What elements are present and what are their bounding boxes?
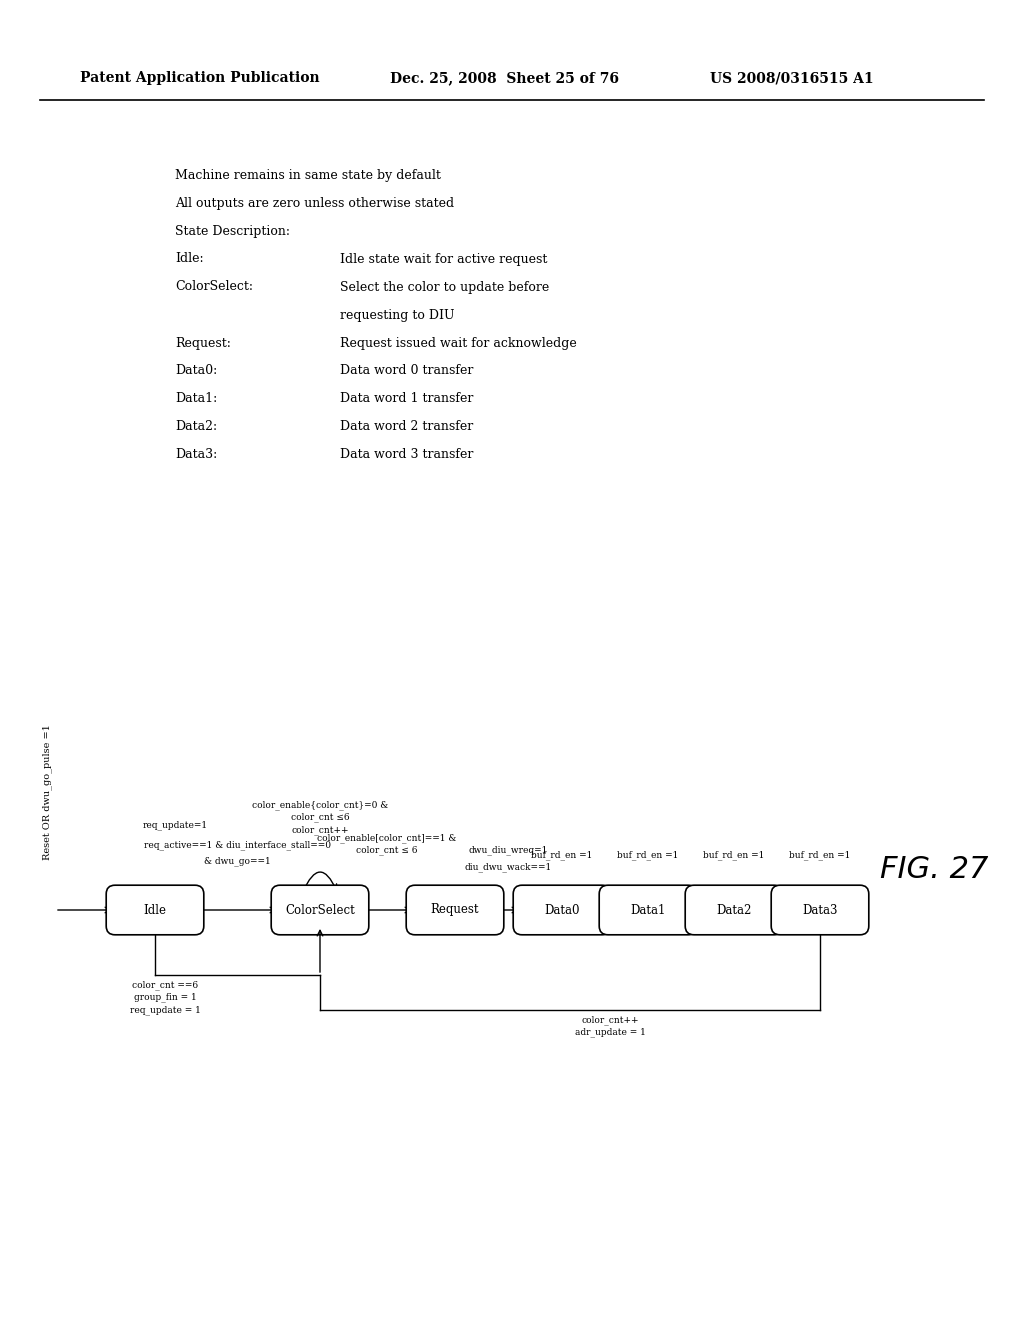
Text: color_enable[color_cnt]==1 &
color_cnt ≤ 6: color_enable[color_cnt]==1 & color_cnt ≤…: [317, 833, 457, 855]
FancyArrowPatch shape: [57, 907, 111, 912]
Text: & dwu_go==1: & dwu_go==1: [204, 857, 270, 866]
Text: Data3: Data3: [802, 903, 838, 916]
Text: req_update=1: req_update=1: [142, 820, 208, 830]
Text: dwu_diu_wreq=1: dwu_diu_wreq=1: [468, 845, 548, 855]
FancyArrowPatch shape: [303, 873, 337, 891]
Text: Idle:: Idle:: [175, 252, 204, 265]
Text: color_cnt++
adr_update = 1: color_cnt++ adr_update = 1: [574, 1015, 645, 1038]
Text: buf_rd_en =1: buf_rd_en =1: [617, 850, 679, 861]
Text: color_enable{color_cnt}=0 &
color_cnt ≤6
color_cnt++: color_enable{color_cnt}=0 & color_cnt ≤6…: [252, 800, 388, 834]
Text: ColorSelect:: ColorSelect:: [175, 281, 253, 293]
Text: color_cnt ==6
group_fin = 1
req_update = 1: color_cnt ==6 group_fin = 1 req_update =…: [130, 979, 201, 1015]
FancyArrowPatch shape: [362, 907, 411, 912]
FancyBboxPatch shape: [599, 886, 696, 935]
FancyArrowPatch shape: [498, 907, 518, 912]
Text: Data word 3 transfer: Data word 3 transfer: [340, 449, 473, 462]
Text: Data word 2 transfer: Data word 2 transfer: [340, 421, 473, 433]
FancyBboxPatch shape: [271, 886, 369, 935]
FancyArrowPatch shape: [598, 907, 605, 912]
Text: req_active==1 & diu_interface_stall==0: req_active==1 & diu_interface_stall==0: [143, 841, 331, 850]
Text: Data0: Data0: [544, 903, 580, 916]
Text: Data3:: Data3:: [175, 449, 217, 462]
Text: Idle state wait for active request: Idle state wait for active request: [340, 252, 548, 265]
Text: All outputs are zero unless otherwise stated: All outputs are zero unless otherwise st…: [175, 197, 454, 210]
Text: Select the color to update before: Select the color to update before: [340, 281, 549, 293]
FancyArrowPatch shape: [198, 907, 275, 912]
Text: Data2:: Data2:: [175, 421, 217, 433]
Text: Data1:: Data1:: [175, 392, 217, 405]
FancyArrowPatch shape: [684, 907, 691, 912]
Text: Data2: Data2: [717, 903, 752, 916]
Text: US 2008/0316515 A1: US 2008/0316515 A1: [710, 71, 873, 84]
Text: Data word 1 transfer: Data word 1 transfer: [340, 392, 473, 405]
Text: Machine remains in same state by default: Machine remains in same state by default: [175, 169, 441, 181]
FancyBboxPatch shape: [407, 886, 504, 935]
Text: buf_rd_en =1: buf_rd_en =1: [531, 850, 593, 861]
Text: Request:: Request:: [175, 337, 230, 350]
Text: diu_dwu_wack==1: diu_dwu_wack==1: [464, 862, 552, 873]
Text: Data1: Data1: [631, 903, 666, 916]
Text: Request issued wait for acknowledge: Request issued wait for acknowledge: [340, 337, 577, 350]
Text: Patent Application Publication: Patent Application Publication: [80, 71, 319, 84]
Text: Data0:: Data0:: [175, 364, 217, 378]
Text: Dec. 25, 2008  Sheet 25 of 76: Dec. 25, 2008 Sheet 25 of 76: [390, 71, 618, 84]
Text: Reset OR dwu_go_pulse =1: Reset OR dwu_go_pulse =1: [42, 725, 52, 861]
Text: Request: Request: [431, 903, 479, 916]
Text: ColorSelect: ColorSelect: [285, 903, 355, 916]
Text: buf_rd_en =1: buf_rd_en =1: [703, 850, 765, 861]
Text: Idle: Idle: [143, 903, 167, 916]
FancyBboxPatch shape: [685, 886, 782, 935]
FancyArrowPatch shape: [770, 907, 777, 912]
Text: Data word 0 transfer: Data word 0 transfer: [340, 364, 473, 378]
Text: requesting to DIU: requesting to DIU: [340, 309, 455, 322]
FancyBboxPatch shape: [513, 886, 610, 935]
Text: FIG. 27: FIG. 27: [880, 855, 988, 884]
Text: State Description:: State Description:: [175, 224, 290, 238]
FancyBboxPatch shape: [771, 886, 868, 935]
FancyBboxPatch shape: [106, 886, 204, 935]
Text: buf_rd_en =1: buf_rd_en =1: [790, 850, 851, 861]
